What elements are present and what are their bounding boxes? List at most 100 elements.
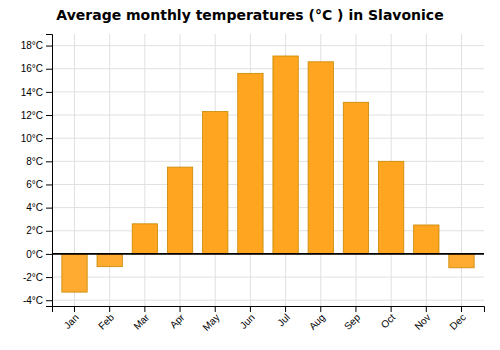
tick-label: Mar	[131, 311, 151, 331]
grid-line	[52, 115, 484, 116]
grid-line	[52, 161, 484, 162]
x-tick: Mar	[131, 306, 151, 332]
tick-label: 10°C	[21, 133, 43, 144]
grid-line	[52, 45, 484, 46]
tick-label: 16°C	[21, 63, 43, 74]
tick-label: 2°C	[26, 225, 43, 236]
tick-mark	[426, 306, 427, 312]
tick-label: Feb	[96, 311, 116, 331]
bar	[343, 102, 368, 254]
x-tick: Dec	[447, 306, 467, 332]
bar	[203, 112, 228, 254]
bars	[52, 56, 484, 292]
tick-mark	[180, 306, 181, 312]
tick-mark	[215, 306, 216, 312]
axis-line	[46, 35, 53, 307]
y-tick: 2°C	[26, 225, 52, 236]
tick-label: Jul	[275, 312, 292, 329]
y-tick: -2°C	[23, 272, 52, 283]
tick-mark	[144, 306, 145, 312]
tick-mark	[46, 115, 52, 116]
x-tick: Jan	[62, 306, 81, 331]
grid-line	[52, 253, 484, 254]
bar	[449, 254, 474, 268]
zero-line	[52, 253, 484, 255]
x-tick: Sep	[342, 306, 363, 332]
y-tick: 14°C	[21, 87, 52, 98]
tick-mark	[46, 161, 52, 162]
tick-label: Sep	[342, 311, 363, 332]
bar	[238, 73, 263, 254]
grid-line	[52, 138, 484, 139]
x-tick: Feb	[96, 306, 116, 332]
tick-mark	[46, 138, 52, 139]
grid-line	[144, 34, 145, 306]
x-tick: Aug	[307, 306, 327, 332]
tick-mark	[74, 306, 75, 312]
tick-mark	[46, 231, 52, 232]
tick-label: 0°C	[26, 249, 43, 260]
grid	[52, 34, 484, 306]
x-tick: Oct	[379, 306, 398, 330]
tick-label: 6°C	[26, 179, 43, 190]
tick-label: 12°C	[21, 110, 43, 121]
y-axis: -4°C -2°C 0°C 2°C 4°C 6°C 8°C 10°C 12°C 14°C 16°C 1…	[21, 35, 53, 307]
bar	[62, 254, 87, 292]
tick-mark	[46, 184, 52, 185]
y-tick: 16°C	[21, 63, 52, 74]
bar	[273, 56, 298, 254]
tick-mark	[250, 306, 251, 312]
bar	[167, 167, 192, 254]
grid-line	[52, 300, 484, 301]
tick-label: -2°C	[23, 272, 43, 283]
bar	[378, 161, 403, 254]
tick-label: May	[200, 312, 221, 333]
tick-label: 18°C	[21, 40, 43, 51]
tick-label: Jan	[62, 312, 81, 331]
title: Average monthly temperatures (°C ) in Sl…	[56, 7, 443, 23]
tick-mark	[320, 306, 321, 312]
grid-line	[52, 68, 484, 69]
tick-mark	[46, 254, 52, 255]
x-tick: May	[200, 306, 221, 333]
grid-line	[52, 91, 484, 92]
tick-mark	[285, 306, 286, 312]
y-tick: 8°C	[26, 156, 52, 167]
tick-label: 8°C	[26, 156, 43, 167]
tick-mark	[391, 306, 392, 312]
y-tick: -4°C	[23, 295, 52, 306]
tick-label: Apr	[168, 311, 187, 330]
grid-line	[52, 277, 484, 278]
x-tick: Apr	[168, 306, 187, 330]
grid-line	[426, 34, 427, 306]
y-tick: 0°C	[26, 249, 52, 260]
tick-mark	[46, 46, 52, 47]
x-tick: Nov	[412, 306, 432, 332]
tick-mark	[355, 306, 356, 312]
x-tick: Jul	[275, 306, 292, 328]
tick-label: 14°C	[21, 87, 43, 98]
y-tick: 4°C	[26, 202, 52, 213]
x-axis: Jan Feb Mar Apr May Jun Jul Aug Sep Oct Nov Dec	[53, 306, 485, 333]
tick-mark	[46, 69, 52, 70]
tick-mark	[461, 306, 462, 312]
y-tick: 10°C	[21, 133, 52, 144]
bar	[414, 225, 439, 254]
bar	[132, 224, 157, 254]
tick-label: Oct	[379, 312, 398, 331]
axis-line	[53, 307, 485, 313]
y-tick: 12°C	[21, 110, 52, 121]
chart: Average monthly temperatures (°C ) in Sl…	[0, 0, 500, 350]
tick-label: Nov	[412, 312, 432, 332]
tick-mark	[46, 208, 52, 209]
y-tick: 18°C	[21, 40, 52, 51]
bar	[308, 62, 333, 254]
tick-label: Dec	[447, 312, 467, 332]
x-tick: Jun	[238, 306, 257, 331]
plot: -4°C -2°C 0°C 2°C 4°C 6°C 8°C 10°C 12°C 14°C 16°C 1…	[21, 34, 485, 333]
bar	[97, 254, 122, 267]
tick-mark	[46, 277, 52, 278]
tick-label: Jun	[238, 312, 257, 331]
tick-label: -4°C	[23, 295, 43, 306]
tick-label: 4°C	[26, 202, 43, 213]
